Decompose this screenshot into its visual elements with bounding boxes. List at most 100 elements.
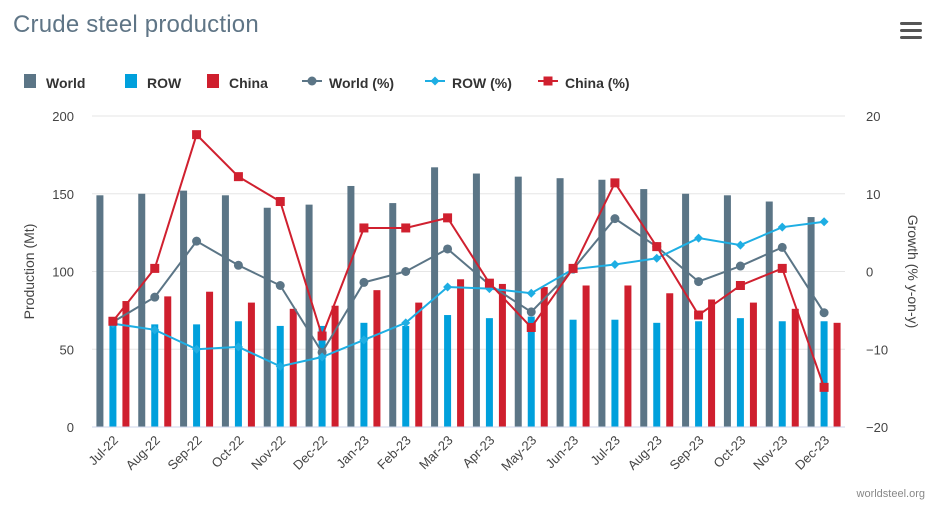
bar-row-2[interactable] [193, 324, 201, 427]
bar-row-16[interactable] [778, 321, 786, 427]
marker-row-7[interactable] [401, 318, 411, 328]
marker-china-3[interactable] [233, 172, 243, 182]
bar-row-0[interactable] [109, 321, 117, 427]
marker-china-2[interactable] [192, 130, 202, 140]
marker-row-13[interactable] [652, 253, 662, 263]
bar-world-8[interactable] [431, 167, 439, 427]
marker-row-3[interactable] [233, 342, 243, 352]
marker-china-13[interactable] [652, 242, 662, 252]
bar-china-5[interactable] [331, 305, 339, 427]
marker-china-11[interactable] [568, 263, 578, 273]
marker-world-0[interactable] [108, 317, 118, 327]
bar-world-1[interactable] [138, 193, 146, 427]
bar-world-6[interactable] [347, 185, 355, 427]
marker-china-15[interactable] [735, 280, 745, 290]
bar-world-3[interactable] [221, 195, 229, 427]
bar-china-10[interactable] [540, 287, 548, 427]
bar-world-9[interactable] [472, 173, 480, 427]
marker-row-5[interactable] [317, 352, 327, 362]
marker-row-15[interactable] [735, 240, 745, 250]
marker-china-9[interactable] [484, 278, 494, 288]
bar-world-14[interactable] [682, 193, 690, 427]
marker-china-12[interactable] [610, 178, 620, 188]
marker-world-17[interactable] [819, 308, 829, 318]
marker-row-4[interactable] [275, 361, 285, 371]
marker-china-16[interactable] [777, 263, 787, 273]
bar-world-17[interactable] [807, 217, 815, 427]
marker-china-6[interactable] [359, 223, 369, 233]
bar-row-17[interactable] [820, 321, 828, 427]
marker-china-7[interactable] [401, 223, 411, 233]
bar-world-11[interactable] [556, 178, 564, 427]
bar-china-6[interactable] [373, 290, 381, 427]
marker-row-6[interactable] [359, 335, 369, 345]
bar-world-10[interactable] [514, 176, 522, 427]
bar-china-13[interactable] [666, 293, 674, 427]
bar-china-11[interactable] [582, 285, 590, 427]
marker-row-10[interactable] [526, 288, 536, 298]
marker-row-9[interactable] [484, 284, 494, 294]
bar-china-17[interactable] [833, 322, 841, 427]
marker-row-1[interactable] [150, 325, 160, 335]
bar-world-5[interactable] [305, 204, 313, 427]
bar-china-8[interactable] [457, 279, 465, 427]
bar-world-0[interactable] [96, 195, 104, 427]
marker-china-14[interactable] [694, 310, 704, 320]
bar-world-7[interactable] [389, 203, 397, 427]
hamburger-menu-icon[interactable] [900, 22, 922, 42]
marker-world-9[interactable] [484, 280, 494, 290]
marker-row-8[interactable] [443, 282, 453, 292]
bar-row-13[interactable] [653, 322, 661, 427]
marker-world-16[interactable] [777, 242, 787, 252]
bar-row-14[interactable] [695, 321, 703, 427]
legend-item-world[interactable]: World [24, 74, 85, 91]
marker-row-11[interactable] [568, 264, 578, 274]
marker-china-17[interactable] [819, 382, 829, 392]
bar-china-4[interactable] [289, 308, 297, 427]
legend-item-row[interactable]: ROW [125, 74, 182, 91]
bar-china-2[interactable] [206, 291, 214, 427]
marker-world-8[interactable] [443, 244, 453, 254]
bar-row-4[interactable] [276, 325, 284, 427]
bar-china-0[interactable] [122, 301, 130, 427]
legend-item-china[interactable]: China (%) [538, 75, 630, 91]
marker-world-1[interactable] [150, 292, 160, 302]
marker-row-14[interactable] [694, 233, 704, 243]
marker-china-4[interactable] [275, 197, 285, 207]
bar-row-6[interactable] [360, 322, 368, 427]
marker-world-6[interactable] [359, 277, 369, 287]
bar-world-15[interactable] [723, 195, 731, 427]
bar-world-12[interactable] [598, 179, 606, 427]
legend-item-row[interactable]: ROW (%) [425, 75, 512, 91]
bar-world-16[interactable] [765, 201, 773, 427]
bar-china-7[interactable] [415, 302, 423, 427]
marker-world-7[interactable] [401, 267, 411, 276]
bar-world-13[interactable] [640, 189, 648, 427]
marker-world-4[interactable] [275, 280, 285, 290]
bar-row-5[interactable] [318, 325, 326, 427]
bar-row-9[interactable] [485, 318, 493, 427]
marker-row-17[interactable] [819, 217, 829, 227]
bar-world-2[interactable] [180, 190, 188, 427]
bar-row-3[interactable] [234, 321, 242, 427]
bar-row-11[interactable] [569, 319, 577, 427]
bar-china-9[interactable] [498, 283, 506, 427]
bar-china-14[interactable] [708, 299, 716, 427]
bar-row-10[interactable] [527, 316, 535, 427]
marker-china-5[interactable] [317, 331, 327, 341]
bar-china-15[interactable] [749, 302, 757, 427]
bar-china-16[interactable] [791, 308, 799, 427]
marker-world-5[interactable] [317, 347, 327, 357]
marker-world-10[interactable] [526, 307, 536, 317]
bar-row-7[interactable] [402, 325, 410, 427]
marker-row-0[interactable] [108, 319, 118, 329]
legend-item-china[interactable]: China [207, 74, 268, 91]
marker-world-2[interactable] [192, 236, 202, 246]
marker-world-12[interactable] [610, 214, 620, 224]
bar-world-4[interactable] [263, 207, 271, 427]
marker-world-3[interactable] [233, 260, 243, 270]
bar-row-12[interactable] [611, 319, 619, 427]
marker-world-15[interactable] [735, 261, 745, 271]
marker-china-0[interactable] [108, 316, 118, 326]
marker-row-2[interactable] [192, 344, 202, 354]
